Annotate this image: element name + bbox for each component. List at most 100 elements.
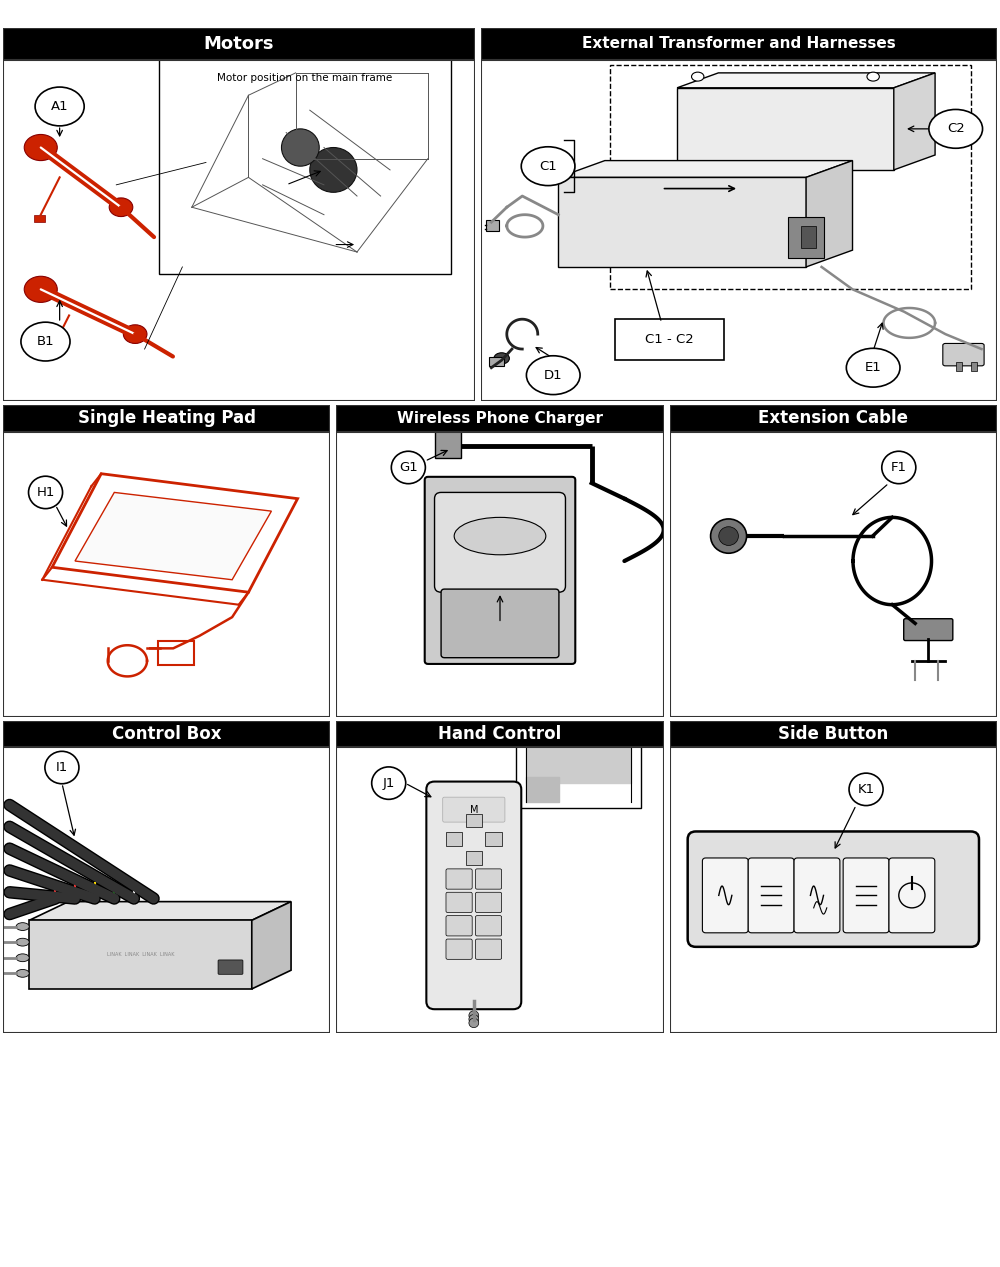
Ellipse shape [16, 969, 29, 977]
Text: J1: J1 [383, 777, 395, 789]
Bar [466, 813, 482, 827]
Circle shape [849, 773, 883, 806]
FancyBboxPatch shape [475, 916, 502, 936]
Text: H1: H1 [36, 487, 55, 499]
Ellipse shape [16, 954, 29, 962]
FancyBboxPatch shape [688, 831, 979, 946]
Ellipse shape [281, 129, 319, 166]
Polygon shape [29, 920, 252, 990]
Polygon shape [75, 493, 271, 580]
Text: Side Button: Side Button [778, 725, 888, 742]
Text: I1: I1 [56, 761, 68, 774]
Text: Control Box: Control Box [112, 725, 221, 742]
Ellipse shape [16, 922, 29, 930]
Text: C2: C2 [947, 123, 965, 136]
Text: LINAK  LINAK  LINAK  LINAK: LINAK LINAK LINAK LINAK [107, 952, 174, 957]
Bar [489, 356, 504, 366]
FancyBboxPatch shape [843, 858, 889, 933]
FancyBboxPatch shape [702, 858, 748, 933]
Bar [486, 220, 499, 232]
Polygon shape [558, 177, 806, 267]
FancyBboxPatch shape [794, 858, 840, 933]
Ellipse shape [16, 939, 29, 946]
Bar [435, 427, 461, 459]
Text: C1 - C2: C1 - C2 [645, 333, 694, 346]
Bar [446, 832, 462, 846]
Text: C1: C1 [539, 160, 557, 172]
Polygon shape [558, 161, 853, 177]
Circle shape [469, 1011, 479, 1020]
Polygon shape [677, 73, 935, 87]
Bar [336, 721, 664, 748]
Text: Motor position on the main frame: Motor position on the main frame [217, 73, 393, 82]
Text: A1: A1 [51, 100, 68, 113]
Text: M: M [470, 805, 478, 815]
Circle shape [109, 198, 133, 217]
Ellipse shape [310, 147, 357, 193]
Text: D1: D1 [544, 369, 563, 381]
Bar [3, 721, 330, 748]
Text: Hand Control: Hand Control [438, 725, 562, 742]
Circle shape [867, 72, 879, 81]
Bar [43, 350, 55, 356]
Circle shape [494, 352, 509, 364]
FancyBboxPatch shape [426, 782, 521, 1010]
Polygon shape [806, 161, 853, 267]
Bar [3, 405, 330, 432]
FancyBboxPatch shape [788, 217, 824, 257]
FancyBboxPatch shape [889, 858, 935, 933]
Circle shape [45, 751, 79, 784]
Text: K1: K1 [858, 783, 875, 796]
Circle shape [123, 324, 147, 343]
Bar [971, 362, 977, 371]
FancyBboxPatch shape [443, 797, 505, 822]
Circle shape [24, 134, 57, 161]
Polygon shape [894, 73, 935, 170]
Bar [34, 215, 45, 222]
Circle shape [21, 322, 70, 361]
FancyBboxPatch shape [904, 618, 953, 641]
Text: B1: B1 [37, 334, 54, 348]
Bar [3, 28, 475, 60]
FancyBboxPatch shape [158, 641, 194, 665]
Bar [485, 832, 502, 846]
Circle shape [929, 109, 983, 148]
Bar [670, 721, 997, 748]
Polygon shape [29, 902, 291, 920]
FancyBboxPatch shape [446, 869, 472, 889]
Circle shape [35, 87, 84, 125]
Bar [466, 851, 482, 865]
Circle shape [882, 451, 916, 484]
Text: Extension Cable: Extension Cable [758, 409, 908, 427]
Text: Motors: Motors [204, 35, 274, 53]
FancyBboxPatch shape [801, 226, 816, 248]
FancyBboxPatch shape [615, 319, 724, 360]
Bar [516, 740, 641, 808]
FancyBboxPatch shape [446, 916, 472, 936]
FancyBboxPatch shape [446, 939, 472, 959]
FancyBboxPatch shape [475, 892, 502, 912]
Text: Single Heating Pad: Single Heating Pad [78, 409, 256, 427]
Bar [336, 405, 664, 432]
Bar [670, 405, 997, 432]
Text: E1: E1 [865, 361, 882, 374]
Bar [610, 66, 971, 289]
Text: Wireless Phone Charger: Wireless Phone Charger [397, 411, 603, 426]
Text: G1: G1 [399, 461, 418, 474]
Bar [159, 58, 451, 275]
Text: External Transformer and Harnesses: External Transformer and Harnesses [582, 37, 896, 52]
Bar [956, 362, 962, 371]
Circle shape [521, 147, 575, 185]
Circle shape [391, 451, 425, 484]
Polygon shape [52, 474, 298, 592]
Circle shape [469, 1019, 479, 1028]
FancyBboxPatch shape [475, 869, 502, 889]
FancyBboxPatch shape [446, 892, 472, 912]
Circle shape [692, 72, 704, 81]
Ellipse shape [454, 517, 546, 555]
FancyBboxPatch shape [425, 476, 575, 664]
Circle shape [526, 356, 580, 394]
Polygon shape [677, 87, 894, 170]
Polygon shape [252, 902, 291, 990]
Text: F1: F1 [891, 461, 907, 474]
